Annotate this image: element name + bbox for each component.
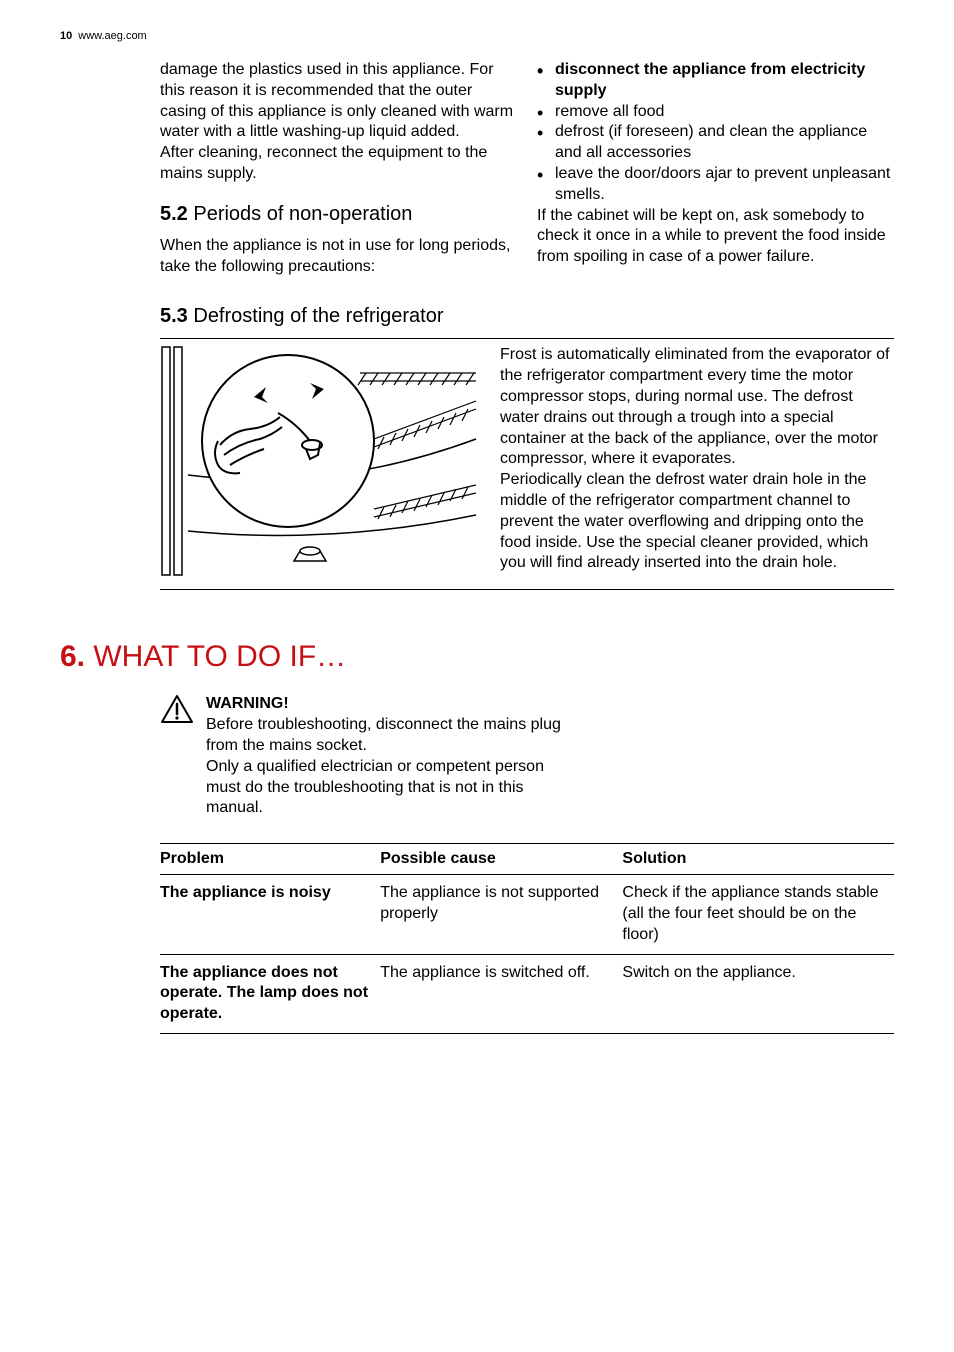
cell-solution: Switch on the appliance. [622,954,894,1033]
cell-problem: The appliance is noisy [160,875,380,954]
section-5-2-body: When the appliance is not in use for lon… [160,236,517,278]
page-number: 10 [60,30,72,42]
chapter-6-number: 6. [60,640,85,673]
warning-title: WARNING! [206,694,580,715]
warning-text: WARNING! Before troubleshooting, disconn… [206,694,580,819]
section-5-3-title: Defrosting of the refrigerator [188,305,444,327]
page-header: 10 www.aeg.com [60,30,894,42]
body-content: damage the plastics used in this applian… [60,60,894,590]
upper-columns: damage the plastics used in this applian… [160,60,894,277]
chapter-6-heading: 6. WHAT TO DO IF… [60,640,894,674]
warning-p2: Only a qualified electrician or competen… [206,758,544,817]
section-5-2-title: Periods of non-operation [188,203,413,225]
chapter-6-title: WHAT TO DO IF… [85,640,346,673]
header-site: www.aeg.com [78,30,146,42]
cleaning-paragraph-1: damage the plastics used in this applian… [160,60,517,143]
section-5-2-number: 5.2 [160,203,188,225]
defrost-block: Frost is automatically eliminated from t… [160,338,894,590]
drain-hole-svg [160,345,480,577]
bullet-disconnect: disconnect the appliance from electricit… [537,60,894,102]
table-row: The appliance does not operate. The lamp… [160,954,894,1033]
left-column: damage the plastics used in this applian… [160,60,517,277]
defrost-p2: Periodically clean the defrost water dra… [500,470,894,574]
bullet-defrost: defrost (if foreseen) and clean the appl… [537,122,894,164]
cabinet-note: If the cabinet will be kept on, ask some… [537,206,894,268]
cleaning-paragraph-2: After cleaning, reconnect the equipment … [160,143,517,185]
cell-cause: The appliance is switched off. [380,954,622,1033]
precautions-list: disconnect the appliance from electricit… [537,60,894,206]
th-problem: Problem [160,844,380,875]
cell-cause: The appliance is not supported properly [380,875,622,954]
section-5-2-heading: 5.2 Periods of non-operation [160,203,517,226]
defrost-text: Frost is automatically eliminated from t… [500,345,894,577]
section-5-3-heading: 5.3 Defrosting of the refrigerator [160,305,894,328]
defrost-p1: Frost is automatically eliminated from t… [500,345,894,470]
right-column: disconnect the appliance from electricit… [537,60,894,277]
troubleshooting-table: Problem Possible cause Solution The appl… [160,843,894,1034]
th-cause: Possible cause [380,844,622,875]
cell-problem: The appliance does not operate. The lamp… [160,954,380,1033]
table-header-row: Problem Possible cause Solution [160,844,894,875]
table-row: The appliance is noisy The appliance is … [160,875,894,954]
section-5-3-number: 5.3 [160,305,188,327]
warning-p1: Before troubleshooting, disconnect the m… [206,716,561,754]
cell-solution: Check if the appliance stands stable (al… [622,875,894,954]
warning-icon [160,694,194,724]
defrost-illustration [160,345,480,577]
bullet-remove-food: remove all food [537,102,894,123]
th-solution: Solution [622,844,894,875]
bullet-doors-ajar: leave the door/doors ajar to prevent unp… [537,164,894,206]
warning-block: WARNING! Before troubleshooting, disconn… [60,694,580,819]
